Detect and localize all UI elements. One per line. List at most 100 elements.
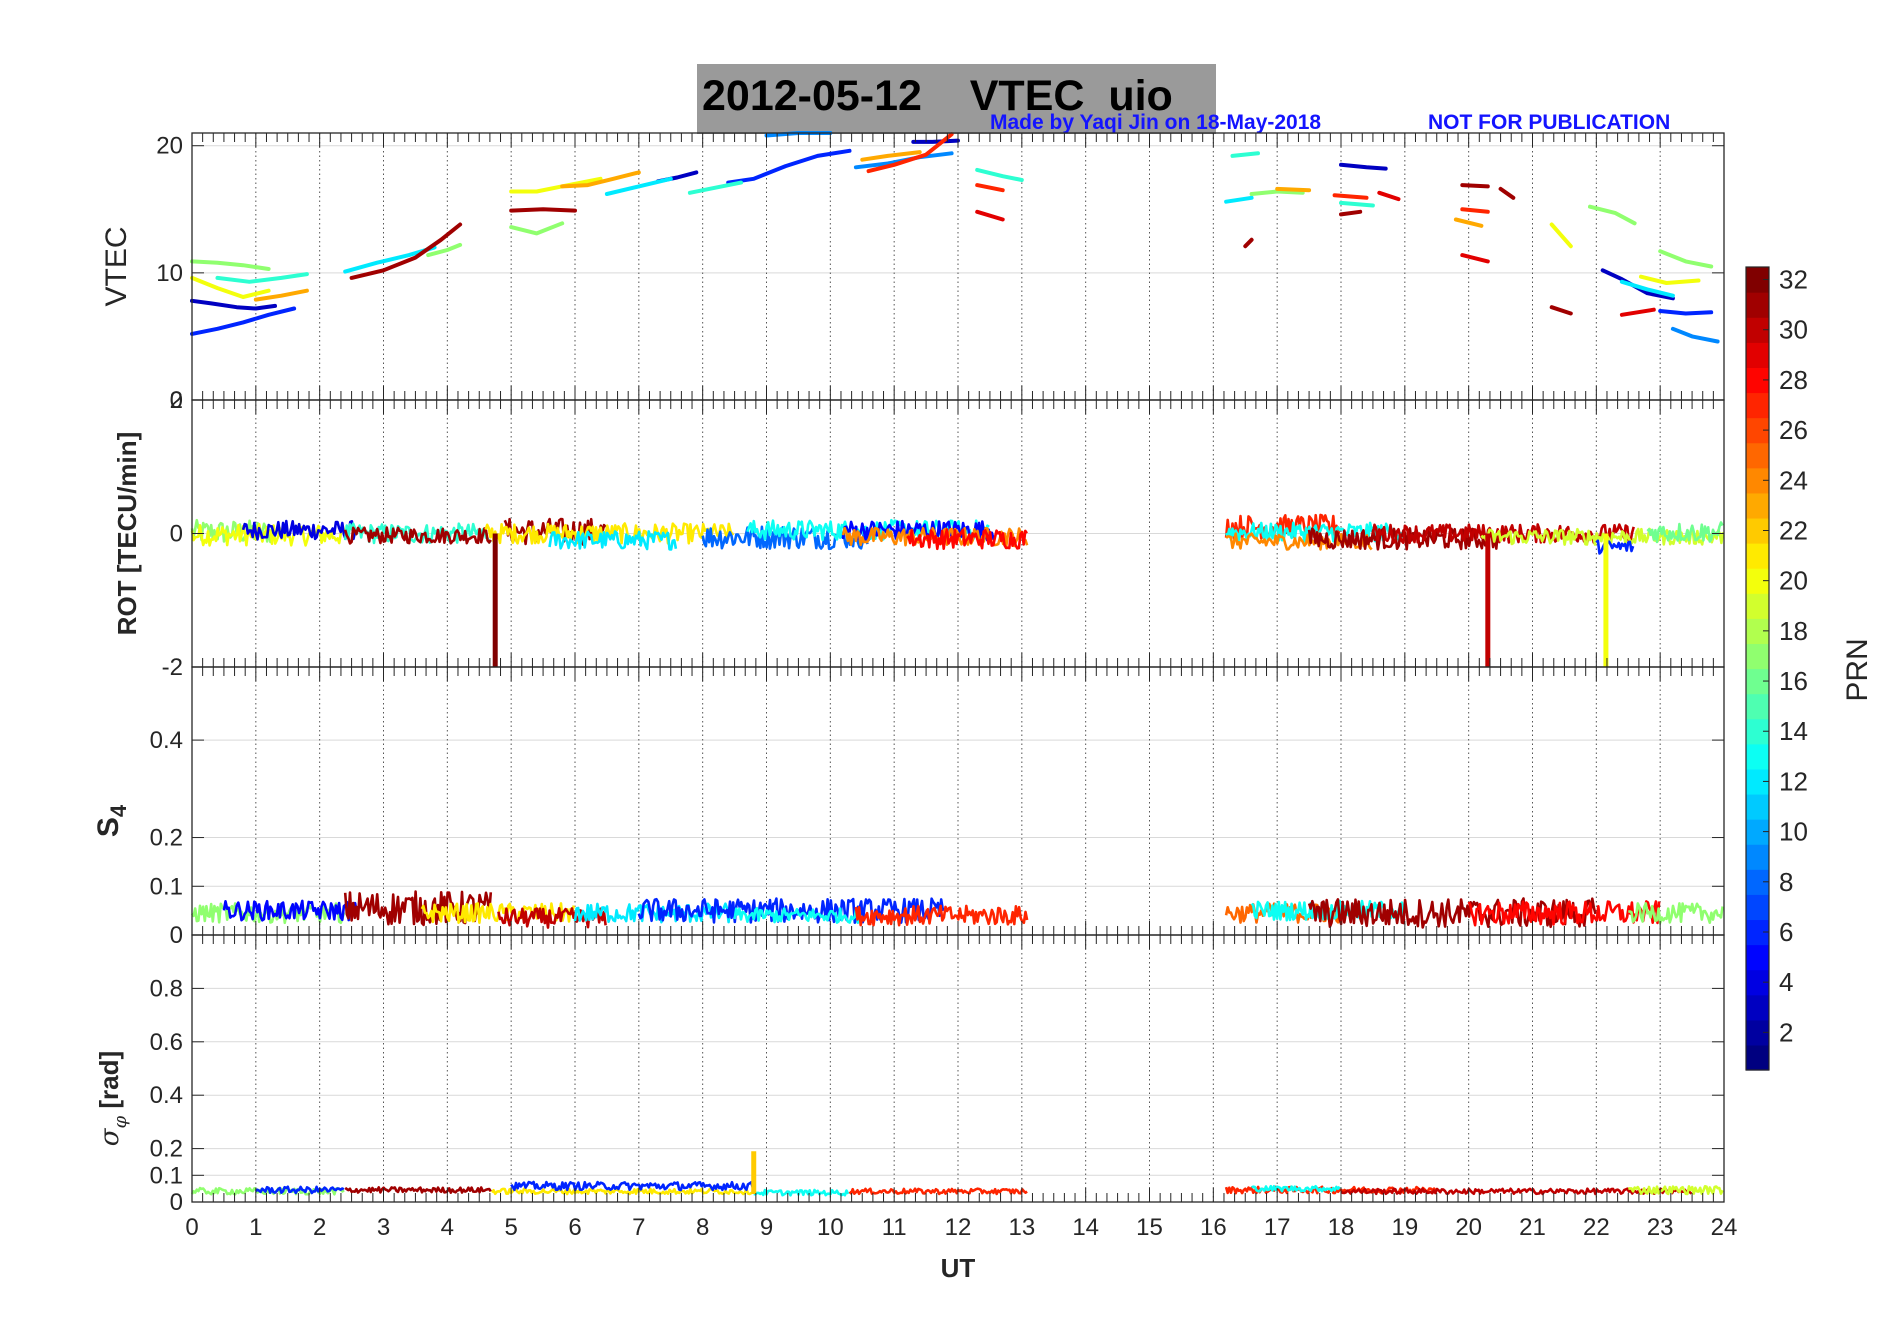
- made-by-annotation: Made by Yaqi Jin on 18-May-2018: [990, 111, 1322, 134]
- sigma_phi-trace-prn-21: [490, 1187, 754, 1196]
- x-tick-label: 8: [696, 1214, 709, 1241]
- sigma_phi-trace-prn-17: [190, 1186, 345, 1196]
- axes-box: [191, 666, 1725, 936]
- colorbar-swatch-prn-8: [1746, 869, 1769, 895]
- sigma_phi-trace-prn-19: [1628, 1185, 1724, 1196]
- vtec-series-prn-23: [560, 170, 641, 189]
- y-tick-label: 0: [170, 922, 183, 949]
- colorbar-swatch-prn-23: [1746, 492, 1769, 519]
- colorbar-frame: [1745, 266, 1770, 1071]
- vtec-series-prn-17: [1658, 249, 1714, 269]
- not-for-publication-annotation: NOT FOR PUBLICATION: [1428, 111, 1671, 134]
- y-tick-label: 0.2: [150, 825, 183, 852]
- colorbar-swatch-prn-31: [1746, 292, 1769, 318]
- x-tick-label: 17: [1264, 1214, 1291, 1241]
- y-tick-label: 0.6: [150, 1029, 183, 1056]
- sigma_phi-trace-prn-6: [510, 1180, 755, 1192]
- colorbar-swatch-prn-7: [1746, 894, 1769, 921]
- colorbar-swatch-prn-19: [1746, 593, 1769, 619]
- vtec-series-prn-31: [509, 207, 577, 213]
- x-tick-label: 1: [249, 1214, 262, 1241]
- y-axis-label: σφ [rad]: [94, 1051, 131, 1146]
- vtec-series-prn-20: [509, 176, 603, 194]
- y-axis-label: ROT [TECU/min]: [112, 432, 142, 636]
- rot-trace-prn-31: [343, 526, 492, 545]
- vtec-series-prn-6: [1658, 309, 1714, 316]
- vtec-series-prn-20: [1639, 274, 1701, 285]
- vtec-series-prn-17: [1588, 204, 1637, 226]
- vtec-series-prn-31: [349, 222, 463, 280]
- vtec-series-prn-14: [215, 272, 309, 284]
- colorbar-tick-label: 26: [1779, 415, 1808, 445]
- vtec-series-prn-14: [687, 180, 743, 195]
- x-tick-label: 14: [1072, 1214, 1099, 1241]
- vtec-series-prn-9: [1670, 326, 1720, 344]
- y-tick-label: 0: [170, 521, 183, 548]
- vtec-series-prn-3: [1339, 162, 1388, 171]
- s4-trace-prn-31: [1307, 897, 1597, 929]
- x-tick-label: 18: [1328, 1214, 1355, 1241]
- vtec-series-prn-23: [253, 288, 309, 302]
- x-tick-label: 16: [1200, 1214, 1227, 1241]
- vtec-series-prn-29: [1619, 307, 1656, 317]
- colorbar-tick-label: 2: [1779, 1017, 1793, 1047]
- s4-trace-prn-28: [1467, 900, 1661, 927]
- vtec-series-prn-14: [975, 167, 1024, 182]
- x-tick-label: 13: [1008, 1214, 1035, 1241]
- vtec-series-prn-14: [1230, 151, 1260, 158]
- x-tick-label: 10: [817, 1214, 844, 1241]
- y-tick-label: 2: [170, 387, 183, 414]
- x-tick-label: 11: [882, 1214, 907, 1241]
- colorbar-swatch-prn-25: [1746, 442, 1769, 469]
- chart-title: 2012-05-12 VTEC uio: [702, 72, 1173, 120]
- rot-trace-prn-30: [1371, 523, 1635, 545]
- vtec-series-prn-20: [1549, 222, 1573, 249]
- s4-trace-prn-13: [733, 906, 863, 925]
- y-tick-label: 10: [156, 260, 183, 287]
- x-tick-label: 2: [313, 1214, 326, 1241]
- s4-trace-prn-5: [222, 899, 358, 922]
- colorbar-tick-label: 16: [1779, 666, 1808, 696]
- y-axis-label: S4: [92, 804, 131, 837]
- y-tick-label: 0.8: [150, 975, 183, 1002]
- vtec-series-prn-31: [1339, 209, 1363, 217]
- sigma_phi-trace-prn-6: [254, 1185, 345, 1195]
- x-tick-label: 23: [1647, 1214, 1674, 1241]
- vtec-series-prn-3: [911, 138, 960, 144]
- vtec-series-prn-31: [1460, 183, 1490, 189]
- rot-trace-prn-16: [1646, 521, 1724, 544]
- vtec-series-prn-31: [1243, 237, 1254, 249]
- colorbar-label: PRN: [1841, 638, 1874, 701]
- y-tick-label: 0.4: [150, 1082, 183, 1109]
- colorbar-swatch-prn-14: [1746, 718, 1769, 745]
- colorbar-tick-label: 6: [1779, 917, 1793, 947]
- colorbar-swatch-prn-18: [1746, 618, 1769, 645]
- x-tick-label: 15: [1136, 1214, 1163, 1241]
- vtec-series-prn-12: [604, 176, 673, 196]
- colorbar-swatch-prn-9: [1746, 844, 1769, 870]
- vtec-series-prn-6: [190, 306, 297, 336]
- colorbar-tick-label: 8: [1779, 867, 1793, 897]
- vtec-series-prn-17: [426, 242, 463, 258]
- vtec-series-prn-29: [975, 209, 1005, 222]
- rot-trace-prn-12: [548, 530, 678, 551]
- y-tick-label: -2: [162, 654, 183, 681]
- vtec-series-prn-23: [1275, 186, 1312, 193]
- vtec-series-prn-20: [190, 275, 271, 299]
- y-tick-label: 0: [170, 387, 183, 414]
- x-tick-label: 19: [1391, 1214, 1418, 1241]
- colorbar-tick-label: 10: [1779, 817, 1808, 847]
- s4-trace-prn-17: [1628, 902, 1724, 925]
- colorbar-swatch-prn-30: [1746, 317, 1769, 343]
- panel-sigma_phi: 00.10.20.40.60.8σφ [rad]0 1 2 3 4 5 6 7 8 9 10 11 12…: [94, 934, 1737, 1283]
- vtec-series-prn-29: [1377, 190, 1401, 202]
- sigma_phi-trace-prn-13: [1251, 1184, 1341, 1193]
- sigma_phi-trace-prn-27: [848, 1187, 1028, 1196]
- colorbar-tick-label: 24: [1779, 465, 1808, 495]
- vtec-series-prn-12: [1224, 195, 1254, 204]
- colorbar-swatch-prn-24: [1746, 467, 1769, 494]
- vtec-series-prn-6: [726, 148, 852, 185]
- colorbar-swatch-prn-12: [1746, 768, 1769, 795]
